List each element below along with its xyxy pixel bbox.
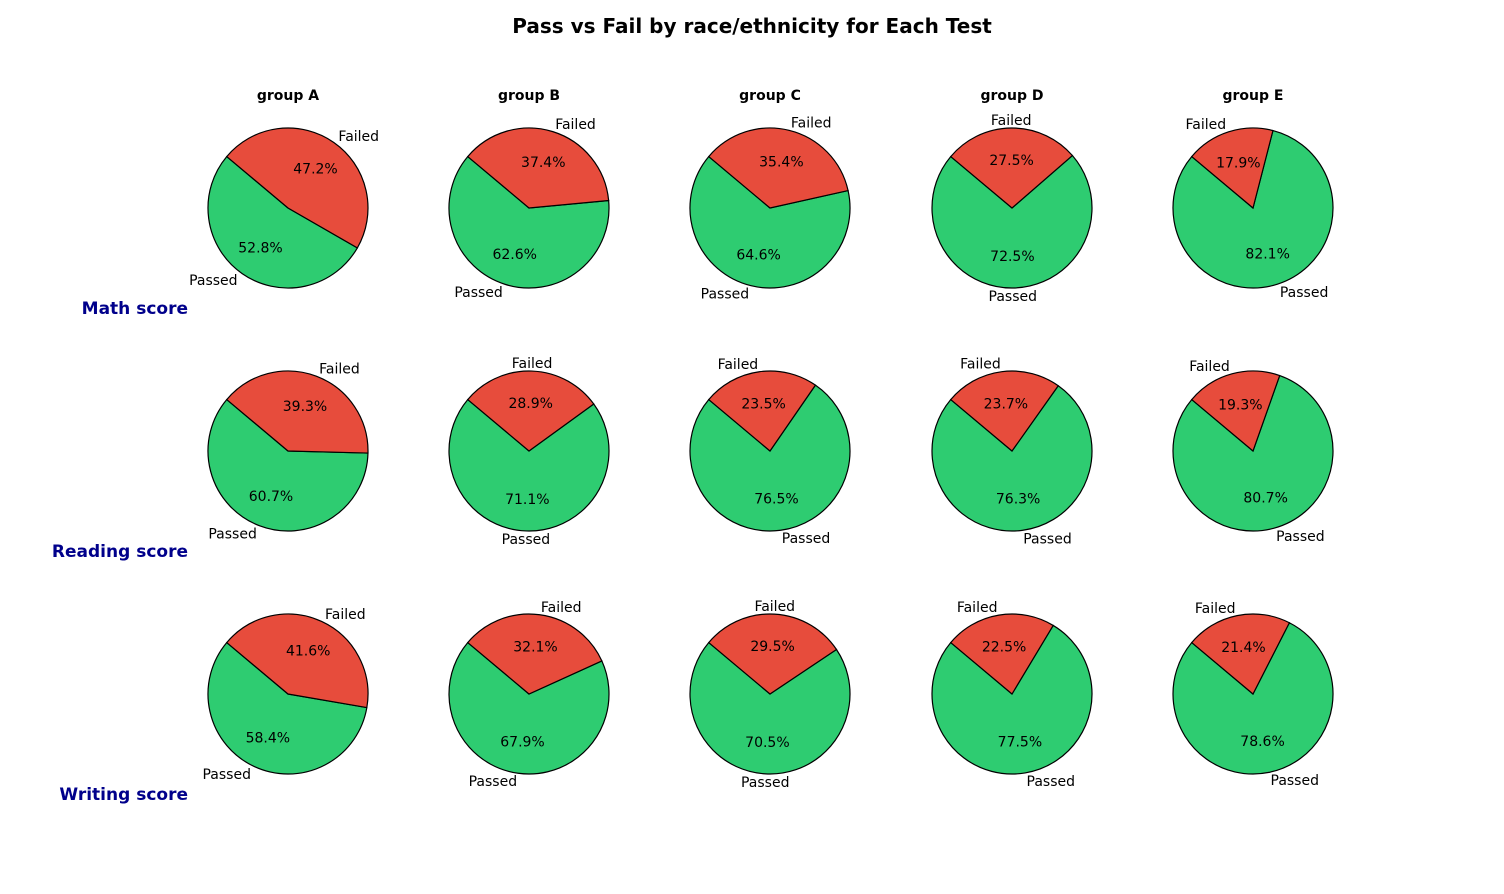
failed-name-label: Failed [325,607,366,623]
row-label: Math score [82,299,188,319]
passed-pct-label: 67.9% [500,735,544,751]
failed-pct-label: 19.3% [1218,398,1262,414]
passed-name-label: Passed [1271,773,1319,789]
chart-title: Pass vs Fail by race/ethnicity for Each … [512,14,992,38]
failed-pct-label: 22.5% [982,640,1026,656]
passed-slice [207,155,359,289]
passed-pct-label: 52.8% [238,240,282,256]
failed-slice [1190,370,1281,453]
passed-name-label: Passed [502,532,550,548]
passed-slice [689,384,851,532]
failed-name-label: Failed [541,600,582,616]
passed-slice [207,398,369,532]
failed-slice [225,613,369,709]
failed-slice [225,127,369,249]
passed-pct-label: 71.1% [505,492,549,508]
failed-slice [707,127,849,209]
passed-slice [448,155,610,289]
failed-name-label: Failed [718,357,759,373]
failed-name-label: Failed [512,356,553,372]
passed-pct-label: 64.6% [736,248,780,264]
passed-slice [448,641,610,775]
passed-slice [931,624,1093,775]
failed-pct-label: 17.9% [1216,155,1260,171]
passed-pct-label: 76.3% [996,492,1040,508]
passed-slice [448,398,610,532]
passed-pct-label: 72.5% [990,249,1034,265]
failed-slice [949,370,1060,452]
failed-slice [949,127,1074,209]
passed-slice [931,384,1093,532]
failed-pct-label: 32.1% [513,639,557,655]
passed-name-label: Passed [701,286,749,302]
failed-pct-label: 47.2% [293,162,337,178]
passed-name-label: Passed [202,767,250,783]
failed-slice [1190,127,1274,210]
failed-pct-label: 37.4% [521,155,565,171]
failed-pct-label: 35.4% [759,154,803,170]
failed-name-label: Failed [791,116,832,132]
failed-name-label: Failed [1195,601,1236,617]
failed-name-label: Failed [1189,359,1230,375]
row-label: Reading score [52,542,188,562]
passed-slice [1172,129,1334,289]
passed-slice [207,641,368,775]
passed-name-label: Passed [989,289,1037,305]
failed-name-label: Failed [555,117,596,133]
passed-name-label: Passed [1280,285,1328,301]
failed-slice [707,370,817,452]
failed-pct-label: 39.3% [283,399,327,415]
row-label: Writing score [59,785,188,805]
passed-name-label: Passed [189,273,237,289]
failed-pct-label: 21.4% [1221,640,1265,656]
passed-name-label: Passed [741,775,789,791]
failed-slice [707,613,838,695]
passed-name-label: Passed [208,526,256,542]
failed-name-label: Failed [1185,117,1226,133]
passed-pct-label: 62.6% [492,247,536,263]
failed-name-label: Failed [754,599,795,615]
passed-slice [1172,374,1334,532]
passed-slice [689,155,851,289]
passed-name-label: Passed [1276,529,1324,545]
failed-pct-label: 41.6% [286,643,330,659]
failed-pct-label: 29.5% [750,639,794,655]
passed-name-label: Passed [782,531,830,547]
passed-pct-label: 70.5% [745,735,789,751]
failed-name-label: Failed [991,113,1032,129]
failed-pct-label: 28.9% [508,396,552,412]
failed-name-label: Failed [957,600,998,616]
column-title: group A [257,88,319,104]
failed-name-label: Failed [960,357,1001,373]
failed-slice [466,127,610,209]
failed-slice [949,613,1055,695]
column-title: group B [498,88,560,104]
column-title: group E [1223,88,1284,104]
passed-pct-label: 78.6% [1240,734,1284,750]
passed-pct-label: 80.7% [1243,490,1287,506]
passed-pct-label: 77.5% [998,734,1042,750]
failed-slice [225,370,369,454]
passed-name-label: Passed [1027,774,1075,790]
column-title: group D [980,88,1043,104]
failed-pct-label: 23.7% [984,396,1028,412]
passed-pct-label: 76.5% [754,492,798,508]
passed-pct-label: 82.1% [1245,247,1289,263]
passed-slice [931,154,1093,289]
passed-name-label: Passed [469,774,517,790]
passed-slice [689,641,851,775]
failed-name-label: Failed [338,129,379,145]
passed-name-label: Passed [454,285,502,301]
failed-name-label: Failed [319,362,360,378]
failed-slice [466,613,603,695]
passed-pct-label: 60.7% [249,489,293,505]
passed-name-label: Passed [1023,531,1071,547]
passed-pct-label: 58.4% [246,731,290,747]
column-title: group C [739,88,801,104]
failed-pct-label: 27.5% [989,153,1033,169]
failed-slice [1190,613,1291,695]
failed-pct-label: 23.5% [741,396,785,412]
failed-slice [466,370,595,452]
